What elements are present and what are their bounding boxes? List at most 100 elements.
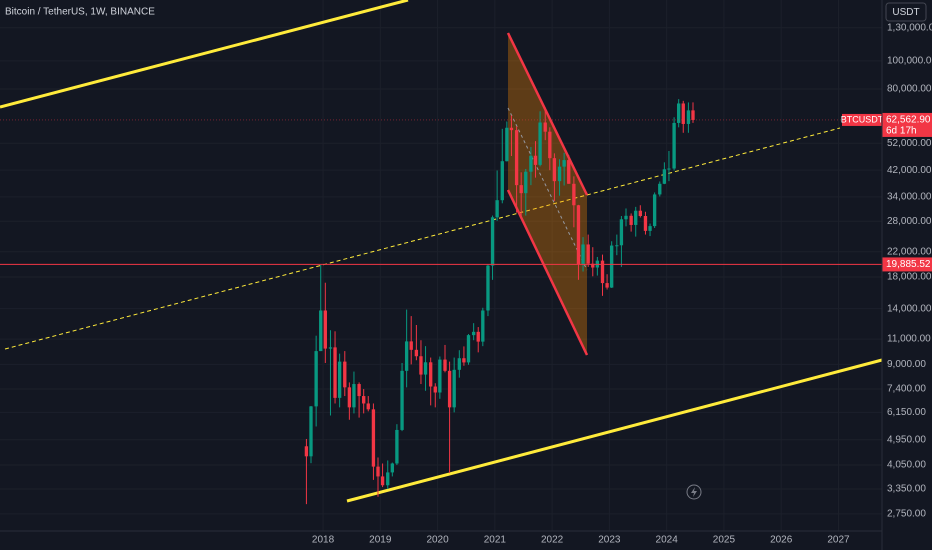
candle-body — [429, 362, 433, 387]
candle-body — [572, 183, 576, 206]
y-tick-label: 42,000.00 — [887, 165, 932, 176]
candle-body — [662, 169, 667, 184]
candle-body — [481, 310, 485, 342]
last-price-label: 62,562.90 — [886, 115, 931, 126]
candle-body — [658, 183, 662, 195]
candle-body — [371, 409, 376, 467]
candle-body — [366, 403, 370, 410]
candle-body — [352, 384, 356, 408]
y-tick-label: 18,000.00 — [887, 272, 932, 283]
y-tick-label: 6,150.00 — [887, 407, 926, 418]
y-tick-label: 3,350.00 — [887, 484, 926, 495]
y-tick-label: 28,000.00 — [887, 216, 932, 227]
candle-body — [505, 127, 509, 162]
candle-body — [681, 103, 685, 124]
y-tick-label: 22,000.00 — [887, 246, 932, 257]
dashed-trend-line — [4, 127, 841, 350]
candle-body — [524, 171, 528, 194]
symbol-label: BTCUSDT — [841, 114, 884, 124]
candle-body — [500, 161, 504, 201]
candle-body — [619, 219, 624, 246]
candle-body — [419, 356, 423, 375]
candle-body — [438, 359, 442, 393]
candle-body — [447, 370, 452, 408]
candle-body — [667, 168, 671, 170]
currency-button[interactable] — [885, 2, 927, 22]
channel-midline — [507, 107, 588, 271]
x-tick-label: 2020 — [426, 535, 449, 546]
level-label: 19,885.52 — [886, 259, 931, 270]
x-tick-label: 2026 — [770, 535, 793, 546]
candle-body — [538, 122, 542, 165]
candle-body — [600, 260, 605, 284]
candle-body — [333, 347, 337, 398]
candle-body — [476, 331, 480, 342]
candle-body — [677, 103, 681, 123]
candle-body — [567, 160, 571, 184]
trend-line — [0, 0, 409, 109]
candle-body — [643, 216, 648, 231]
candle-body — [533, 155, 538, 165]
y-tick-label: 11,000.00 — [887, 334, 931, 345]
candle-body — [629, 215, 633, 225]
candle-body — [380, 476, 385, 486]
currency-label[interactable]: USDT — [892, 7, 919, 18]
candle-body — [638, 210, 642, 217]
y-tick-label: 52,000.00 — [887, 138, 932, 149]
lightning-icon-bolt — [691, 487, 697, 497]
candle-body — [509, 127, 514, 131]
y-tick-label: 1,30,000.00 — [887, 22, 932, 33]
candle-body — [552, 158, 557, 182]
candle-body — [486, 265, 490, 311]
y-tick-label: 100,000.00 — [887, 55, 932, 66]
y-tick-label: 80,000.00 — [887, 84, 932, 95]
x-tick-label: 2024 — [656, 535, 679, 546]
candle-body — [390, 463, 394, 473]
candle-body — [686, 110, 691, 124]
x-tick-label: 2027 — [827, 535, 850, 546]
candle-body — [395, 429, 399, 464]
candle-body — [634, 210, 638, 225]
candle-body — [610, 245, 614, 288]
candle-body — [624, 215, 628, 220]
x-tick-label: 2023 — [598, 535, 621, 546]
lightning-icon[interactable] — [686, 484, 702, 500]
channel-fill — [508, 33, 587, 355]
candle-body — [648, 226, 652, 231]
candle-body — [323, 310, 327, 349]
candle-body — [490, 217, 495, 266]
level-label-box — [882, 257, 932, 272]
x-tick-label: 2019 — [369, 535, 392, 546]
x-tick-label: 2021 — [484, 535, 507, 546]
candle-body — [471, 331, 476, 336]
candle-body — [319, 310, 323, 352]
y-tick-label: 9,000.00 — [887, 359, 926, 370]
x-tick-label: 2022 — [541, 535, 564, 546]
candle-body — [400, 370, 404, 430]
y-tick-label: 4,050.00 — [887, 460, 926, 471]
candle-body — [462, 358, 466, 363]
candle-body — [452, 369, 456, 408]
candle-body — [586, 244, 590, 264]
candle-body — [562, 160, 566, 167]
candle-body — [495, 200, 499, 218]
candle-body — [519, 185, 523, 194]
trend-line — [346, 358, 883, 503]
candle-body — [409, 341, 413, 350]
candle-body — [404, 341, 409, 371]
candle-body — [457, 358, 461, 370]
candle-body — [514, 130, 519, 186]
candle-body — [529, 155, 533, 172]
symbol-box — [842, 113, 882, 126]
candle-body — [548, 131, 552, 159]
candle-body — [414, 349, 419, 357]
candle-body — [466, 335, 471, 363]
candle-body — [691, 110, 695, 120]
candle-body — [357, 384, 361, 397]
y-tick-label: 2,750.00 — [887, 508, 926, 519]
candle-body — [543, 122, 547, 132]
candle-body — [615, 245, 619, 247]
